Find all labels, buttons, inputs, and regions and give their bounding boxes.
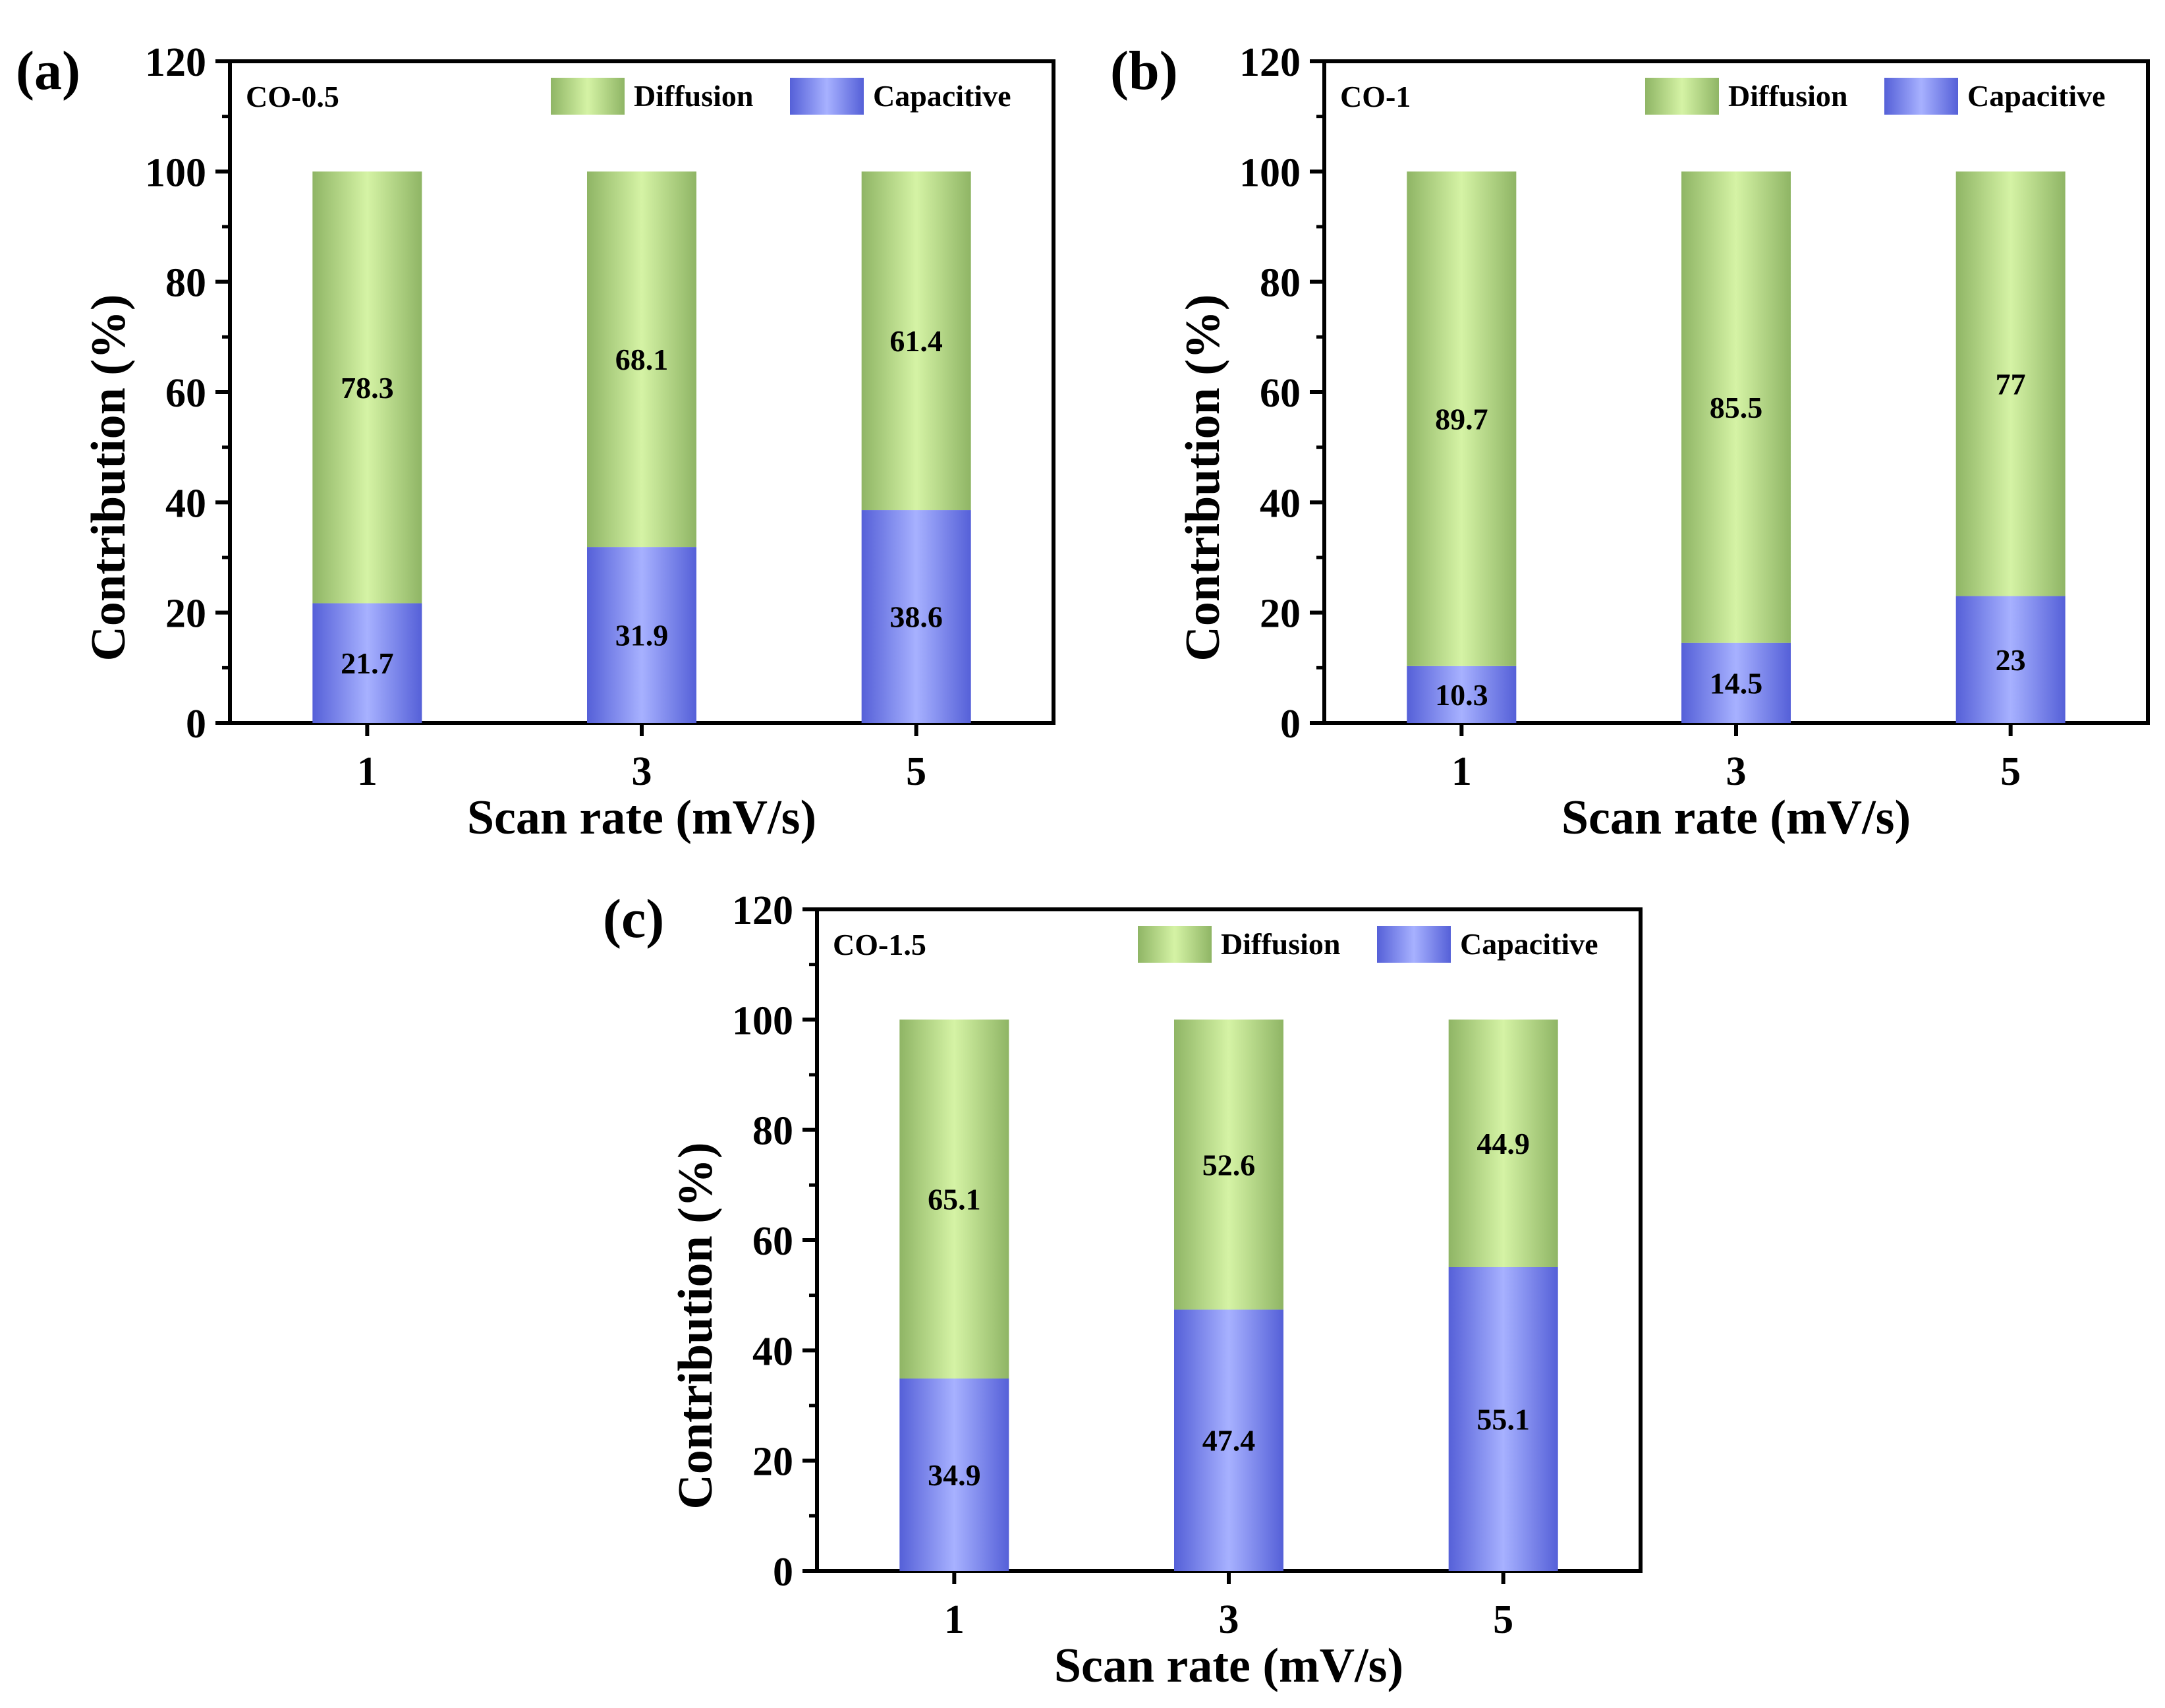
- legend-label-diffusion: Diffusion: [634, 79, 753, 113]
- bar-capacitive: [1681, 642, 1791, 723]
- x-axis-title: Scan rate (mV/s): [1561, 791, 1911, 845]
- x-tick-label: 3: [1219, 1597, 1239, 1642]
- bar-diffusion: [312, 171, 422, 604]
- bar-label-capacitive: 34.9: [928, 1458, 981, 1492]
- bar-label-diffusion: 85.5: [1710, 391, 1763, 424]
- x-tick-label: 1: [944, 1597, 965, 1642]
- y-tick-label: 80: [752, 1109, 793, 1154]
- legend-swatch-diffusion: [1645, 78, 1719, 115]
- x-tick-label: 1: [1451, 749, 1472, 794]
- y-tick-label: 40: [1260, 481, 1301, 526]
- legend-swatch-diffusion: [551, 78, 625, 115]
- panel-b: 0 20 40 60 80 100 120 10.3 89.7 1 14.5 85.5 3 23 77 5 Sc…: [1110, 40, 2150, 845]
- legend-swatch-capacitive: [790, 78, 864, 115]
- sample-label: CO-1: [1340, 80, 1411, 113]
- bar-label-capacitive: 31.9: [615, 619, 669, 652]
- panel-label: (c): [603, 888, 664, 950]
- bar-diffusion: [587, 171, 696, 548]
- bar-label-diffusion: 52.6: [1202, 1148, 1256, 1181]
- y-axis-title: Contribution (%): [82, 294, 136, 661]
- y-tick-label: 40: [165, 481, 206, 526]
- y-tick-label: 40: [752, 1329, 793, 1374]
- bar-capacitive: [1448, 1267, 1558, 1571]
- bar-label-diffusion: 61.4: [889, 324, 943, 358]
- bar-diffusion: [861, 171, 971, 511]
- bar-capacitive: [312, 603, 422, 723]
- y-tick-label: 20: [1260, 592, 1301, 637]
- legend-label-capacitive: Capacitive: [1460, 927, 1598, 961]
- y-tick-label: 80: [165, 261, 206, 306]
- sample-label: CO-1.5: [833, 928, 926, 961]
- legend-swatch-diffusion: [1138, 926, 1212, 963]
- y-tick-label: 100: [732, 998, 793, 1043]
- bar-label-capacitive: 55.1: [1476, 1402, 1530, 1436]
- legend: Diffusion Capacitive: [551, 78, 1011, 115]
- panel-c: 0 20 40 60 80 100 120 34.9 65.1 1 47.4 52.6 3 55.1 44.…: [603, 888, 1643, 1693]
- y-tick-label: 60: [752, 1219, 793, 1264]
- bar-label-diffusion: 65.1: [928, 1183, 981, 1216]
- bar-diffusion: [1955, 171, 2066, 596]
- panel-label: (a): [16, 40, 80, 101]
- x-axis-title: Scan rate (mV/s): [467, 791, 816, 845]
- y-tick-label: 120: [145, 40, 206, 85]
- x-tick-label: 5: [1493, 1597, 1513, 1642]
- bar-capacitive: [1407, 666, 1517, 723]
- legend-label-capacitive: Capacitive: [873, 79, 1011, 113]
- bar-label-capacitive: 14.5: [1710, 666, 1763, 700]
- x-tick-label: 5: [906, 749, 926, 794]
- bar-label-capacitive: 10.3: [1435, 678, 1488, 712]
- x-tick-label: 3: [632, 749, 652, 794]
- legend: Diffusion Capacitive: [1138, 926, 1598, 963]
- legend-label-diffusion: Diffusion: [1728, 79, 1847, 113]
- y-axis-title: Contribution (%): [1176, 294, 1230, 661]
- x-tick-label: 5: [2000, 749, 2021, 794]
- bar-capacitive: [899, 1379, 1009, 1571]
- bar-label-diffusion: 44.9: [1476, 1127, 1530, 1160]
- x-axis-title: Scan rate (mV/s): [1054, 1639, 1403, 1693]
- y-tick-label: 80: [1260, 261, 1301, 306]
- bar-diffusion: [1681, 171, 1791, 643]
- bar-capacitive: [587, 547, 696, 723]
- bar-diffusion: [899, 1019, 1009, 1379]
- x-tick-label: 3: [1726, 749, 1747, 794]
- legend-swatch-capacitive: [1377, 926, 1451, 963]
- bar-diffusion: [1174, 1019, 1283, 1310]
- bar-label-capacitive: 38.6: [889, 600, 943, 634]
- y-tick-label: 20: [752, 1440, 793, 1485]
- y-tick-label: 120: [1239, 40, 1301, 85]
- y-tick-label: 0: [773, 1550, 793, 1595]
- bar-diffusion: [1448, 1019, 1558, 1267]
- bar-label-capacitive: 21.7: [341, 646, 394, 680]
- legend-swatch-capacitive: [1884, 78, 1958, 115]
- bar-capacitive: [861, 510, 971, 723]
- y-tick-label: 60: [165, 371, 206, 416]
- y-tick-label: 100: [1239, 150, 1301, 195]
- y-tick-label: 100: [145, 150, 206, 195]
- bar-label-capacitive: 47.4: [1202, 1424, 1256, 1458]
- sample-label: CO-0.5: [246, 80, 339, 113]
- bar-capacitive: [1955, 596, 2066, 723]
- x-tick-label: 1: [357, 749, 378, 794]
- bar-label-capacitive: 23: [1996, 643, 2026, 677]
- legend-label-capacitive: Capacitive: [1967, 79, 2106, 113]
- bar-label-diffusion: 78.3: [341, 371, 394, 405]
- y-tick-label: 60: [1260, 371, 1301, 416]
- bar-label-diffusion: 77: [1996, 367, 2026, 401]
- bar-label-diffusion: 68.1: [615, 343, 669, 376]
- y-axis-title: Contribution (%): [669, 1142, 723, 1509]
- y-tick-label: 0: [1280, 702, 1301, 747]
- panel-a: 0 20 40 60 80 100 120 21.7 78.3 1 31.9 68.1 3 38.6 61.…: [16, 40, 1055, 845]
- bar-diffusion: [1407, 171, 1517, 666]
- legend-label-diffusion: Diffusion: [1221, 927, 1340, 961]
- panel-label: (b): [1110, 40, 1178, 101]
- bar-label-diffusion: 89.7: [1435, 403, 1488, 436]
- bar-capacitive: [1174, 1309, 1283, 1571]
- y-tick-label: 120: [732, 888, 793, 933]
- y-tick-label: 20: [165, 592, 206, 637]
- y-tick-label: 0: [186, 702, 206, 747]
- legend: Diffusion Capacitive: [1645, 78, 2106, 115]
